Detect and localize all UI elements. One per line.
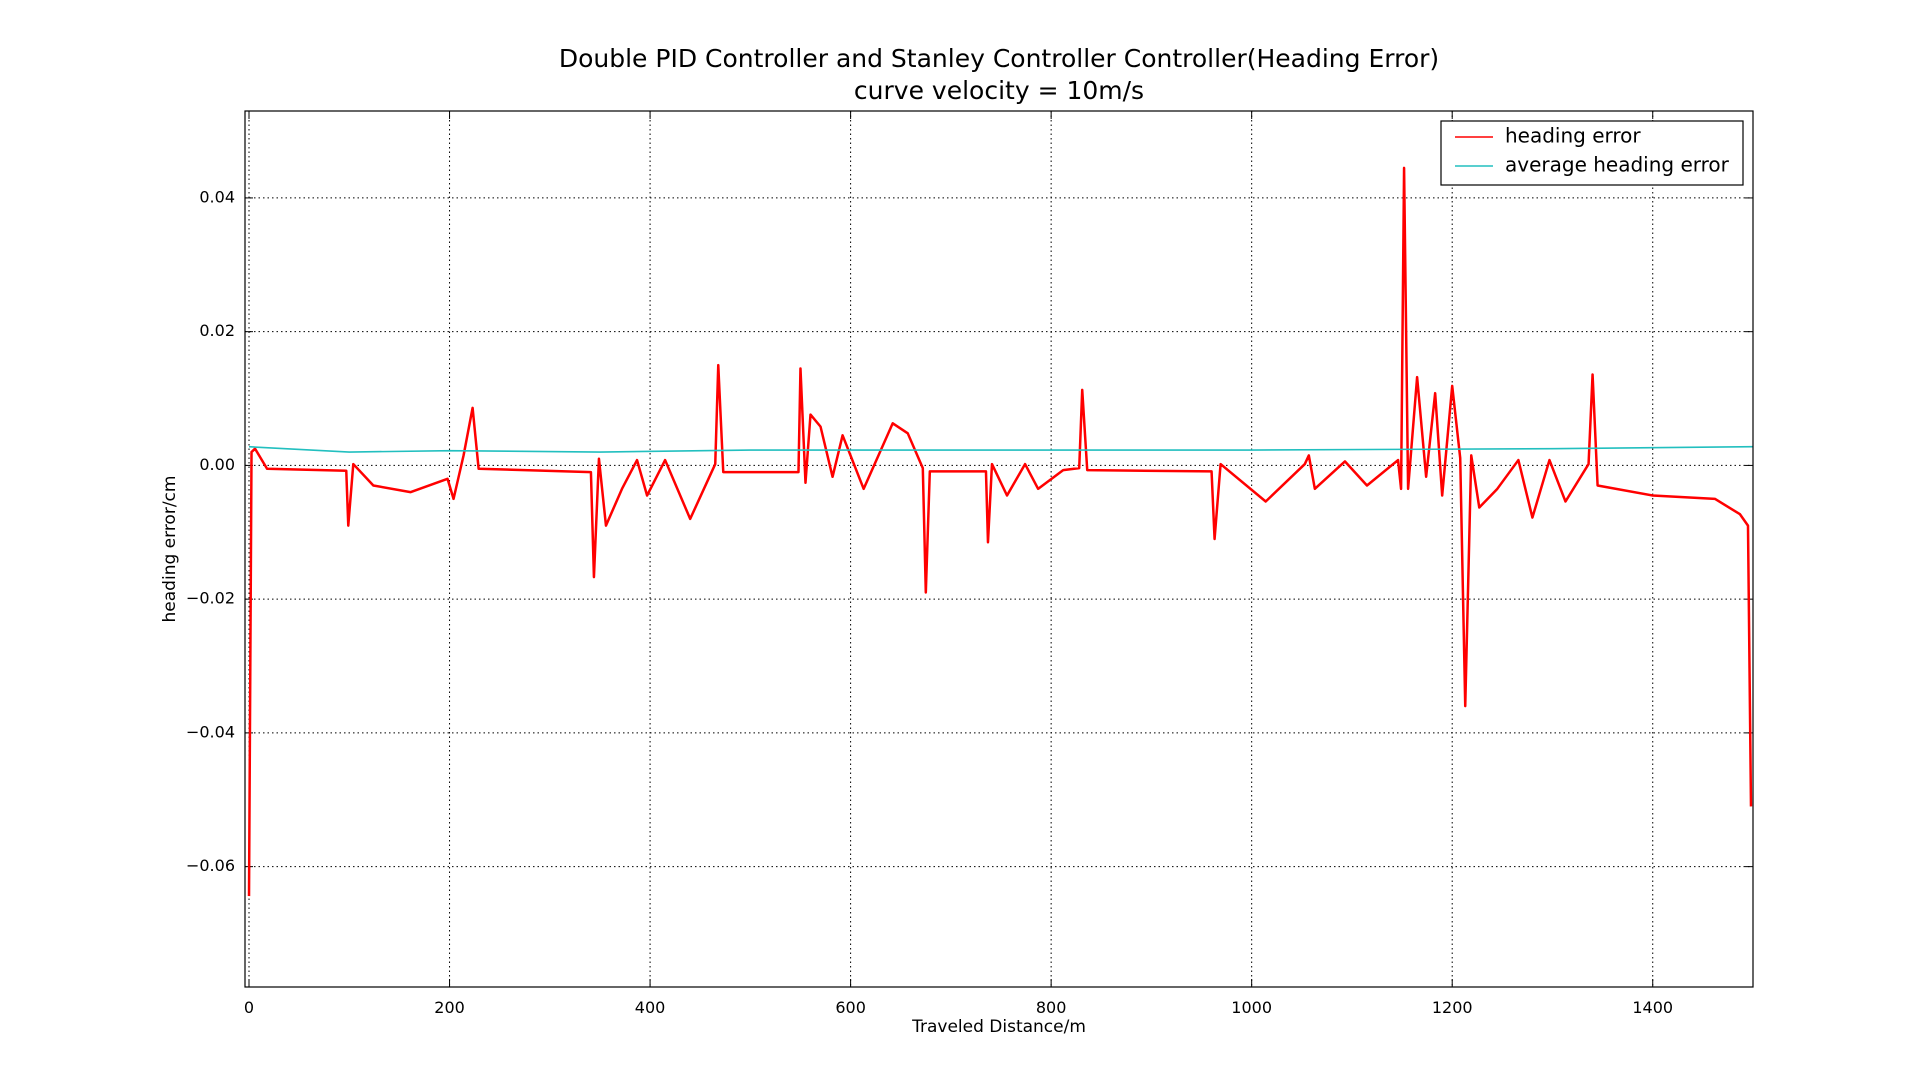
x-tick-label: 400 [635, 998, 666, 1017]
chart-title: Double PID Controller and Stanley Contro… [559, 44, 1439, 73]
y-tick-label: 0.02 [199, 321, 235, 340]
x-tick-label: 200 [434, 998, 465, 1017]
x-tick-label: 600 [835, 998, 866, 1017]
chart-subtitle: curve velocity = 10m/s [854, 76, 1144, 105]
x-tick-label: 1000 [1231, 998, 1272, 1017]
y-tick-label: 0.04 [199, 187, 235, 206]
x-axis-label: Traveled Distance/m [911, 1017, 1086, 1037]
legend-box [1440, 120, 1744, 186]
x-tick-label: 1400 [1632, 998, 1673, 1017]
y-tick-label: 0.00 [199, 455, 235, 474]
x-tick-label: 800 [1036, 998, 1067, 1017]
plot-frame [244, 110, 1754, 988]
y-tick-label: −0.06 [186, 856, 235, 875]
legend-label: average heading error [1505, 153, 1730, 177]
y-axis-label: heading error/cm [160, 476, 180, 623]
data-line [247, 166, 1753, 897]
x-tick-label: 0 [244, 998, 254, 1017]
y-tick-label: −0.02 [186, 589, 235, 608]
legend-label: heading error [1505, 124, 1641, 148]
data-line [248, 445, 1754, 453]
x-tick-label: 1200 [1432, 998, 1473, 1017]
y-tick-label: −0.04 [186, 722, 235, 741]
